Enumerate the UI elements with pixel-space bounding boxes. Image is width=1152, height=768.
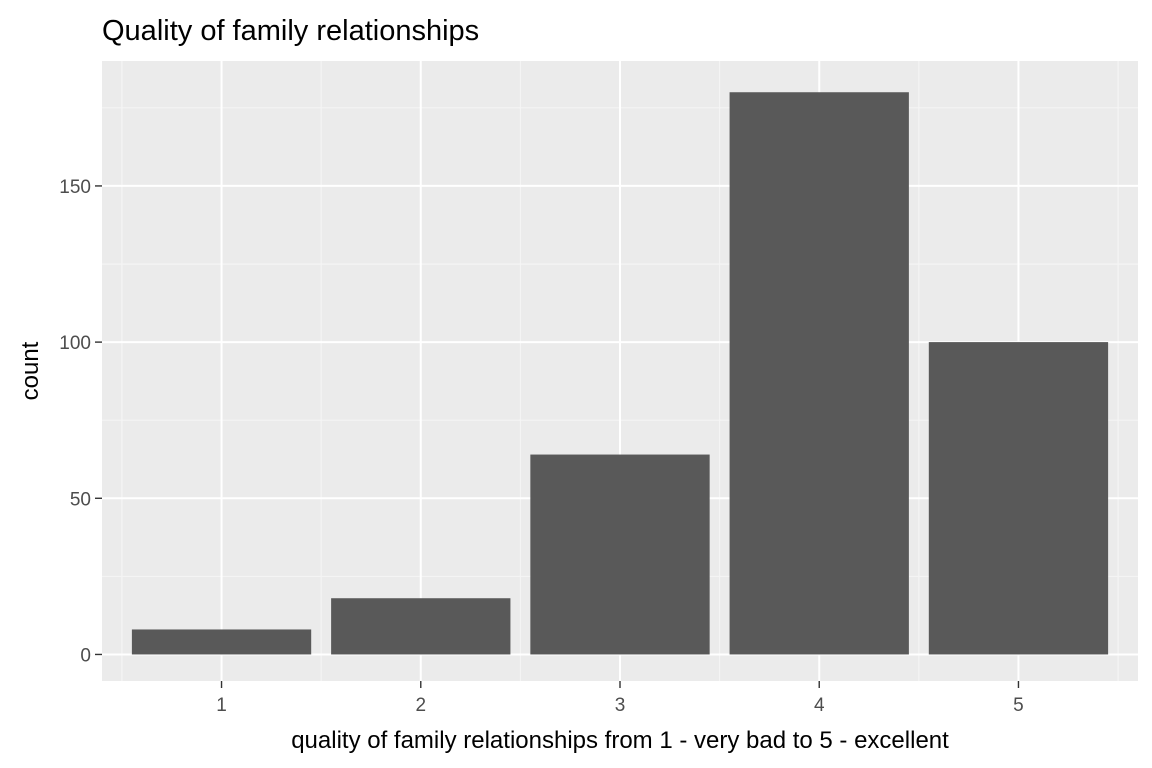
bar-category-1 (131, 629, 312, 655)
x-axis: 1 2 3 4 5 (216, 681, 1024, 716)
x-tick-label: 2 (415, 695, 426, 716)
x-tick-label: 1 (216, 695, 227, 716)
y-tick-label: 150 (59, 177, 91, 198)
y-axis: 0 50 100 150 (59, 177, 102, 666)
y-tick-label: 50 (70, 489, 91, 510)
bars (131, 92, 1109, 655)
bar-category-4 (729, 92, 909, 655)
chart-title: Quality of family relationships (102, 15, 479, 47)
bar-category-3 (530, 454, 710, 655)
y-axis-title: count (17, 341, 44, 400)
y-tick-label: 0 (80, 645, 91, 666)
x-tick-label: 4 (814, 695, 825, 716)
bar-category-5 (928, 342, 1109, 655)
bar-category-2 (331, 598, 511, 655)
y-tick-label: 100 (59, 333, 91, 354)
x-tick-label: 3 (615, 695, 626, 716)
x-axis-title: quality of family relationships from 1 -… (291, 727, 949, 754)
x-tick-label: 5 (1013, 695, 1024, 716)
